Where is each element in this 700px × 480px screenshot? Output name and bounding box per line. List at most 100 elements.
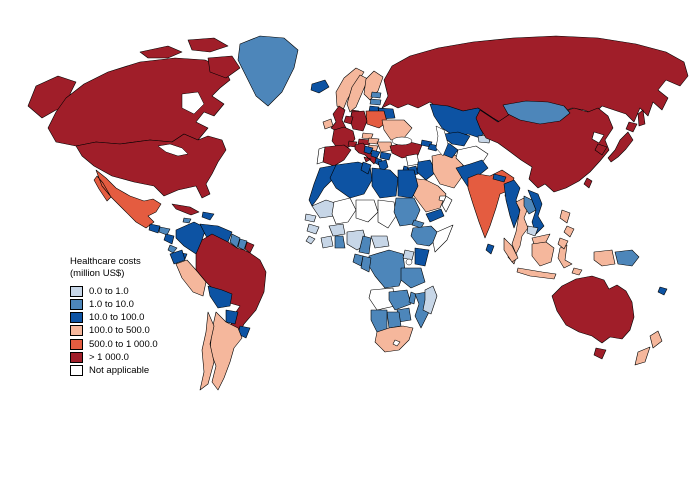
country-norway	[335, 67, 365, 111]
country-laos	[523, 195, 537, 215]
country-cuba	[171, 203, 200, 216]
country-iraq	[416, 159, 437, 181]
country-paraguay	[225, 309, 239, 325]
legend-label-0-1: 0.0 to 1.0	[89, 285, 129, 297]
legend-label-100-500: 100.0 to 500.0	[89, 325, 150, 337]
country-gabon	[352, 253, 364, 267]
country-senegal	[304, 213, 317, 223]
country-uae	[438, 195, 447, 202]
countries-layer	[27, 35, 689, 391]
country-hispaniola	[201, 211, 215, 221]
country-lesotho	[392, 339, 401, 347]
country-australia	[551, 275, 635, 360]
legend-label-500-1000: 500.0 to 1 000.0	[89, 338, 158, 350]
country-madagascar	[422, 285, 438, 315]
country-burkina-faso	[328, 223, 346, 237]
country-yemen	[425, 208, 445, 223]
country-usa	[75, 133, 227, 199]
country-bolivia	[207, 285, 233, 309]
country-syria	[405, 153, 420, 167]
hudson-bay	[181, 91, 205, 115]
country-south-korea	[594, 143, 608, 156]
country-estonia	[370, 91, 382, 99]
country-philippines	[557, 209, 575, 250]
country-greenland	[237, 35, 299, 107]
country-central-african-republic	[370, 235, 390, 249]
country-ghana	[334, 235, 346, 249]
country-tunisia	[360, 161, 372, 175]
country-ivory-coast	[320, 235, 334, 249]
country-tanzania	[400, 267, 426, 289]
country-south-africa	[374, 325, 414, 353]
country-mongolia	[502, 100, 571, 125]
country-indonesia	[503, 237, 616, 280]
country-kenya	[414, 247, 430, 267]
legend-item-over-1000: > 1 000.0	[70, 351, 200, 364]
country-ecuador	[169, 249, 186, 265]
legend-label-1-10: 1.0 to 10.0	[89, 298, 134, 310]
country-nepal	[492, 173, 507, 183]
country-angola	[368, 287, 396, 311]
map-legend: Healthcare costs (million US$) 0.0 to 1.…	[70, 256, 200, 377]
country-italy	[354, 142, 378, 165]
country-peru	[175, 259, 207, 297]
country-drc	[368, 249, 406, 289]
country-taiwan	[583, 177, 593, 189]
legend-item-10-100: 10.0 to 100.0	[70, 311, 200, 324]
great-lakes	[157, 143, 189, 157]
country-sierra-leone	[305, 235, 316, 245]
country-nicaragua	[163, 233, 175, 245]
country-fiji	[657, 286, 668, 296]
legend-label-10-100: 10.0 to 100.0	[89, 312, 145, 324]
country-india	[467, 169, 515, 239]
legend-title: Healthcare costs (million US$)	[70, 256, 200, 281]
country-vietnam	[527, 189, 545, 235]
country-slovakia	[367, 137, 380, 145]
country-finland	[363, 70, 384, 101]
country-ireland	[322, 118, 334, 130]
country-chad	[377, 199, 397, 229]
country-uganda	[402, 249, 415, 261]
country-ukraine	[381, 119, 413, 141]
country-egypt	[397, 169, 419, 199]
legend-swatch-0-1	[70, 285, 83, 297]
country-botswana	[386, 311, 402, 329]
country-lowcountries	[343, 115, 354, 125]
country-zambia	[388, 289, 412, 311]
country-croatia	[363, 145, 374, 155]
legend-swatch-over-1000	[70, 351, 83, 363]
country-arctic-islands	[139, 37, 241, 79]
country-libya	[371, 167, 399, 199]
legend-title-line1: Healthcare costs	[70, 256, 141, 267]
country-sri-lanka	[485, 243, 495, 255]
legend-swatch-100-500	[70, 325, 83, 337]
water-bodies-layer	[157, 91, 449, 266]
legend-label-not-applicable: Not applicable	[89, 364, 150, 376]
country-north-korea	[591, 131, 605, 144]
country-japan	[607, 121, 638, 163]
country-new-zealand	[634, 330, 663, 366]
legend-item-0-1: 0.0 to 1.0	[70, 285, 200, 298]
country-germany	[349, 110, 368, 132]
country-serbia	[370, 149, 381, 159]
black-sea	[391, 136, 413, 146]
country-algeria	[329, 161, 373, 199]
country-guatemala	[148, 223, 161, 234]
legend-swatch-not-applicable	[70, 364, 83, 376]
country-chile	[199, 311, 215, 391]
country-cambodia	[526, 225, 539, 237]
country-malawi	[408, 291, 417, 305]
country-costa-rica	[167, 244, 178, 254]
country-spain	[322, 144, 352, 167]
lake-victoria	[405, 258, 413, 266]
legend-swatch-1-10	[70, 298, 83, 310]
country-iceland	[310, 79, 330, 94]
legend-swatch-10-100	[70, 312, 83, 324]
legend-item-1-10: 1.0 to 10.0	[70, 298, 200, 311]
country-niger	[355, 199, 379, 223]
country-honduras	[158, 226, 171, 236]
country-jamaica	[182, 217, 192, 224]
country-cameroon	[358, 235, 372, 255]
country-latvia	[369, 98, 382, 106]
